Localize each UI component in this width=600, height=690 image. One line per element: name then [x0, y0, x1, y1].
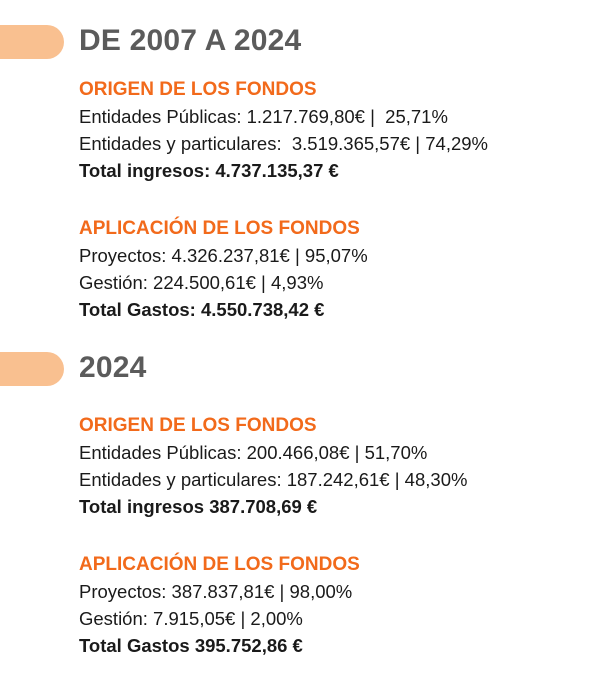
origin-title: ORIGEN DE LOS FONDOS [79, 79, 317, 100]
origin-title: ORIGEN DE LOS FONDOS [79, 415, 317, 436]
application-funds-2007-2024: APLICACIÓN DE LOS FONDOS Proyectos: 4.32… [79, 215, 589, 323]
section-heading-2007-2024: DE 2007 A 2024 [79, 24, 302, 57]
origin-total: Total ingresos: 4.737.135,37 € [79, 160, 339, 181]
origin-total: Total ingresos 387.708,69 € [79, 496, 318, 517]
application-line-projects: Proyectos: 4.326.237,81€ | 95,07% [79, 245, 368, 266]
application-funds-2024: APLICACIÓN DE LOS FONDOS Proyectos: 387.… [79, 551, 589, 659]
application-line-management: Gestión: 224.500,61€ | 4,93% [79, 272, 324, 293]
application-line-projects: Proyectos: 387.837,81€ | 98,00% [79, 581, 353, 602]
origin-line-private: Entidades y particulares: 3.519.365,57€ … [79, 133, 488, 154]
application-total: Total Gastos: 4.550.738,42 € [79, 299, 325, 320]
application-title: APLICACIÓN DE LOS FONDOS [79, 218, 360, 239]
section-tab-decoration [0, 25, 64, 59]
origin-line-public: Entidades Públicas: 200.466,08€ | 51,70% [79, 442, 428, 463]
origin-funds-2024: ORIGEN DE LOS FONDOS Entidades Públicas:… [79, 412, 589, 520]
origin-line-public: Entidades Públicas: 1.217.769,80€ | 25,7… [79, 106, 448, 127]
origin-line-private: Entidades y particulares: 187.242,61€ | … [79, 469, 468, 490]
application-total: Total Gastos 395.752,86 € [79, 635, 303, 656]
section-heading-2024: 2024 [79, 351, 147, 384]
application-line-management: Gestión: 7.915,05€ | 2,00% [79, 608, 303, 629]
application-title: APLICACIÓN DE LOS FONDOS [79, 554, 360, 575]
section-tab-decoration [0, 352, 64, 386]
origin-funds-2007-2024: ORIGEN DE LOS FONDOS Entidades Públicas:… [79, 76, 589, 184]
